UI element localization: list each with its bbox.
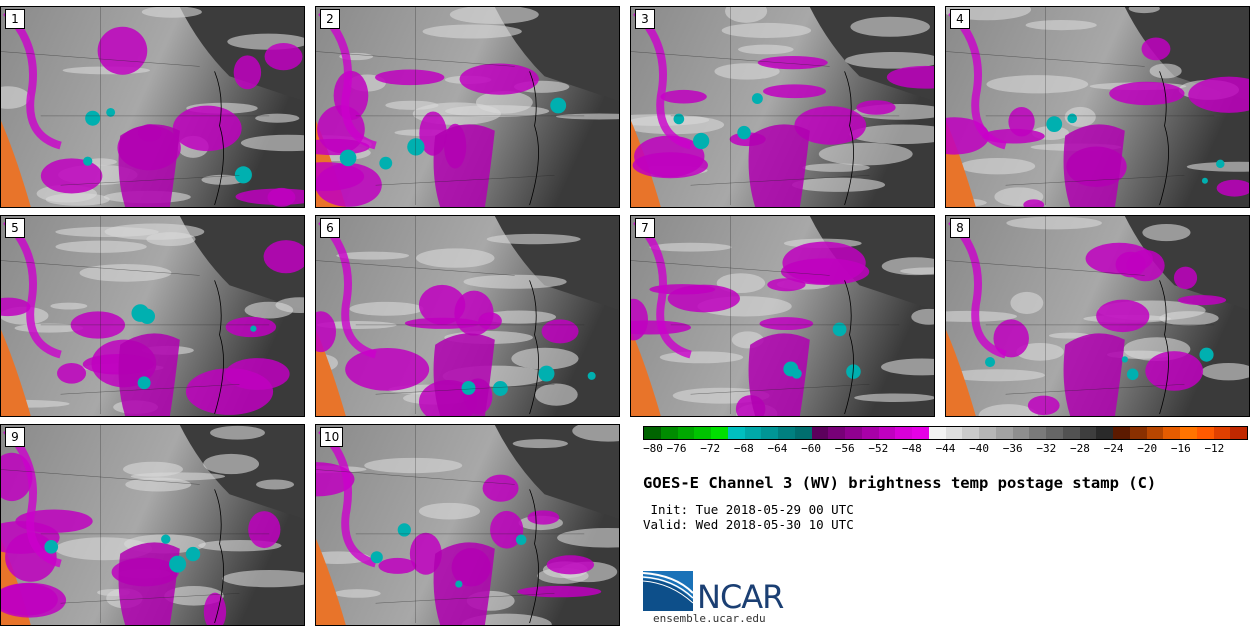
colorbar-segment bbox=[677, 427, 695, 439]
ensemble-member-panel: 4 bbox=[945, 6, 1250, 208]
colorbar-segment bbox=[895, 427, 912, 439]
colorbar-segment bbox=[1129, 427, 1147, 439]
ensemble-member-panel: 8 bbox=[945, 215, 1250, 417]
colorbar-tick-label: −28 bbox=[1070, 442, 1090, 455]
colorbar-tick-label: −20 bbox=[1137, 442, 1158, 455]
colorbar-segment bbox=[1062, 427, 1080, 439]
colorbar-segment bbox=[1046, 427, 1063, 439]
init-time: Init: Tue 2018-05-29 00 UTC bbox=[643, 502, 854, 517]
colorbar-segment bbox=[794, 427, 812, 439]
ensemble-member-panel: 2 bbox=[315, 6, 620, 208]
colorbar-segment bbox=[1163, 427, 1180, 439]
colorbar-segment bbox=[945, 427, 963, 439]
colorbar-tick-label: −32 bbox=[1036, 442, 1057, 455]
valid-time: Valid: Wed 2018-05-30 10 UTC bbox=[643, 517, 854, 532]
member-number-label: 10 bbox=[320, 427, 344, 447]
member-number-label: 3 bbox=[635, 9, 655, 29]
colorbar-segment bbox=[928, 427, 946, 439]
member-number-label: 2 bbox=[320, 9, 340, 29]
colorbar-segment bbox=[694, 427, 711, 439]
colorbar-tick-label: −76 bbox=[666, 442, 687, 455]
member-number-label: 9 bbox=[5, 427, 25, 447]
colorbar-segment bbox=[1079, 427, 1097, 439]
colorbar-segment bbox=[1196, 427, 1214, 439]
colorbar-tick-label: −68 bbox=[733, 442, 754, 455]
colorbar-segment bbox=[644, 427, 661, 439]
colorbar-segment bbox=[811, 427, 829, 439]
colorbar-segment bbox=[660, 427, 678, 439]
colorbar-segment bbox=[1146, 427, 1164, 439]
member-number-label: 5 bbox=[5, 218, 25, 238]
member-number-label: 1 bbox=[5, 9, 25, 29]
colorbar-tick-label: −40 bbox=[969, 442, 990, 455]
colorbar-segment bbox=[778, 427, 795, 439]
colorbar-tick-label: −64 bbox=[767, 442, 788, 455]
colorbar-tick-label: −36 bbox=[1002, 442, 1023, 455]
colorbar-segment bbox=[1113, 427, 1130, 439]
member-number-label: 7 bbox=[635, 218, 655, 238]
colorbar-segment bbox=[878, 427, 896, 439]
colorbar-tick-label: −80 bbox=[643, 442, 663, 455]
colorbar-segment bbox=[995, 427, 1013, 439]
colorbar-tick-label: −60 bbox=[801, 442, 821, 455]
colorbar-segment bbox=[1096, 427, 1113, 439]
colorbar-segment bbox=[1180, 427, 1197, 439]
colorbar-segment bbox=[727, 427, 745, 439]
colorbar-tick-label: −24 bbox=[1103, 442, 1124, 455]
colorbar-tick-label: −72 bbox=[700, 442, 721, 455]
colorbar-segment bbox=[912, 427, 929, 439]
colorbar-tick-label: −44 bbox=[935, 442, 956, 455]
colorbar-tick-label: −12 bbox=[1204, 442, 1225, 455]
colorbar-segment bbox=[1230, 427, 1247, 439]
ensemble-member-panel: 5 bbox=[0, 215, 305, 417]
ensemble-member-panel: 9 bbox=[0, 424, 305, 626]
colorbar-segment bbox=[761, 427, 778, 439]
colorbar-ticks: −80 −76 −72 −68 −64 −60 −56 −52 −48 −44 −40 −36 −32−… bbox=[643, 442, 1248, 458]
ensemble-member-panel: 3 bbox=[630, 6, 935, 208]
member-number-label: 4 bbox=[950, 9, 970, 29]
colorbar-segment bbox=[979, 427, 996, 439]
figure-title: GOES-E Channel 3 (WV) brightness temp po… bbox=[643, 474, 1157, 492]
colorbar-segment bbox=[861, 427, 879, 439]
member-number-label: 6 bbox=[320, 218, 340, 238]
colorbar-segment bbox=[962, 427, 979, 439]
colorbar-tick-label: −56 bbox=[834, 442, 855, 455]
colorbar-tick-label: −16 bbox=[1170, 442, 1191, 455]
colorbar-segment bbox=[744, 427, 762, 439]
ensemble-member-panel: 10 bbox=[315, 424, 620, 626]
colorbar-segment bbox=[1213, 427, 1231, 439]
ncar-logo-text: NCAR bbox=[697, 578, 784, 616]
member-number-label: 8 bbox=[950, 218, 970, 238]
ensemble-member-panel: 1 bbox=[0, 6, 305, 208]
colorbar-segment bbox=[1012, 427, 1030, 439]
ensemble-member-panel: 7 bbox=[630, 215, 935, 417]
colorbar-tick-label: −52 bbox=[868, 442, 889, 455]
ensemble-member-panel: 6 bbox=[315, 215, 620, 417]
colorbar-segment bbox=[1029, 427, 1046, 439]
colorbar-segment bbox=[845, 427, 862, 439]
site-url: ensemble.ucar.edu bbox=[653, 612, 766, 625]
colorbar-segment bbox=[711, 427, 728, 439]
colorbar-segment bbox=[828, 427, 845, 439]
colorbar-tick-label: −48 bbox=[901, 442, 922, 455]
colorbar bbox=[643, 426, 1248, 440]
ncar-logo-icon bbox=[643, 571, 694, 611]
